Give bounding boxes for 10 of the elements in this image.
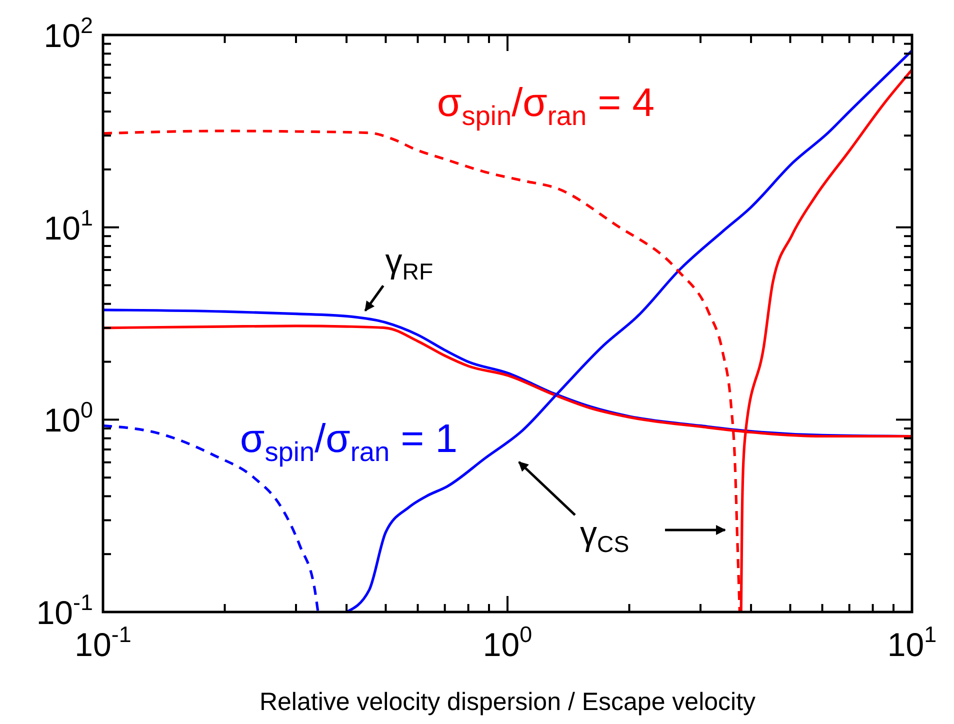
y-tick-label: 10$^{1}$ [44, 205, 93, 246]
y-tick-label: 10$^{2}$ [44, 12, 93, 54]
x-tick-label: 10$^{1}$ [887, 622, 937, 663]
series-label: σ$_{spin}$/σ$_{ran}$ = 1 [240, 417, 458, 467]
annotation: γ$_{RF}$ [385, 242, 434, 286]
series-label: σ$_{spin}$/σ$_{ran}$ = 4 [437, 81, 655, 131]
x-axis-title: Relative velocity dispersion / Escape velocity [259, 688, 756, 716]
x-tick-label: 10$^{0}$ [482, 622, 532, 663]
y-tick-label: 10$^{0}$ [44, 397, 93, 439]
annotation: γ$_{CS}$ [580, 515, 630, 558]
